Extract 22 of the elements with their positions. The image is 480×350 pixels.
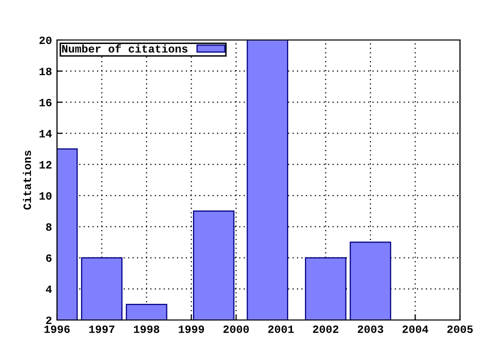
y-tick-label: 8 [46, 223, 52, 231]
x-tick-label: 2003 [358, 325, 384, 334]
x-tick-label: 1997 [89, 325, 114, 334]
y-tick-label: 6 [46, 254, 52, 262]
x-tick-label: 2004 [402, 325, 428, 334]
y-tick-label: 20 [39, 36, 52, 44]
y-tick-label: 4 [46, 286, 52, 293]
x-tick-label: 2001 [268, 325, 294, 334]
y-tick-label: 10 [40, 192, 52, 200]
x-tick-label: 2000 [223, 325, 249, 334]
y-tick-label: 2 [46, 316, 52, 324]
y-tick-label: 16 [40, 98, 52, 106]
x-tick-label: 2005 [447, 325, 473, 334]
x-tick-label: 1998 [134, 325, 160, 334]
x-tick-label: 1996 [44, 325, 70, 334]
x-tick-label: 1999 [178, 325, 204, 334]
legend-label: Number of citations [62, 44, 188, 53]
y-tick-label: 14 [40, 130, 52, 138]
x-tick-label: 2002 [312, 325, 338, 334]
y-tick-label: 18 [40, 68, 52, 76]
y-tick-label: 12 [40, 161, 52, 168]
y-axis-title: Citations [22, 150, 32, 210]
